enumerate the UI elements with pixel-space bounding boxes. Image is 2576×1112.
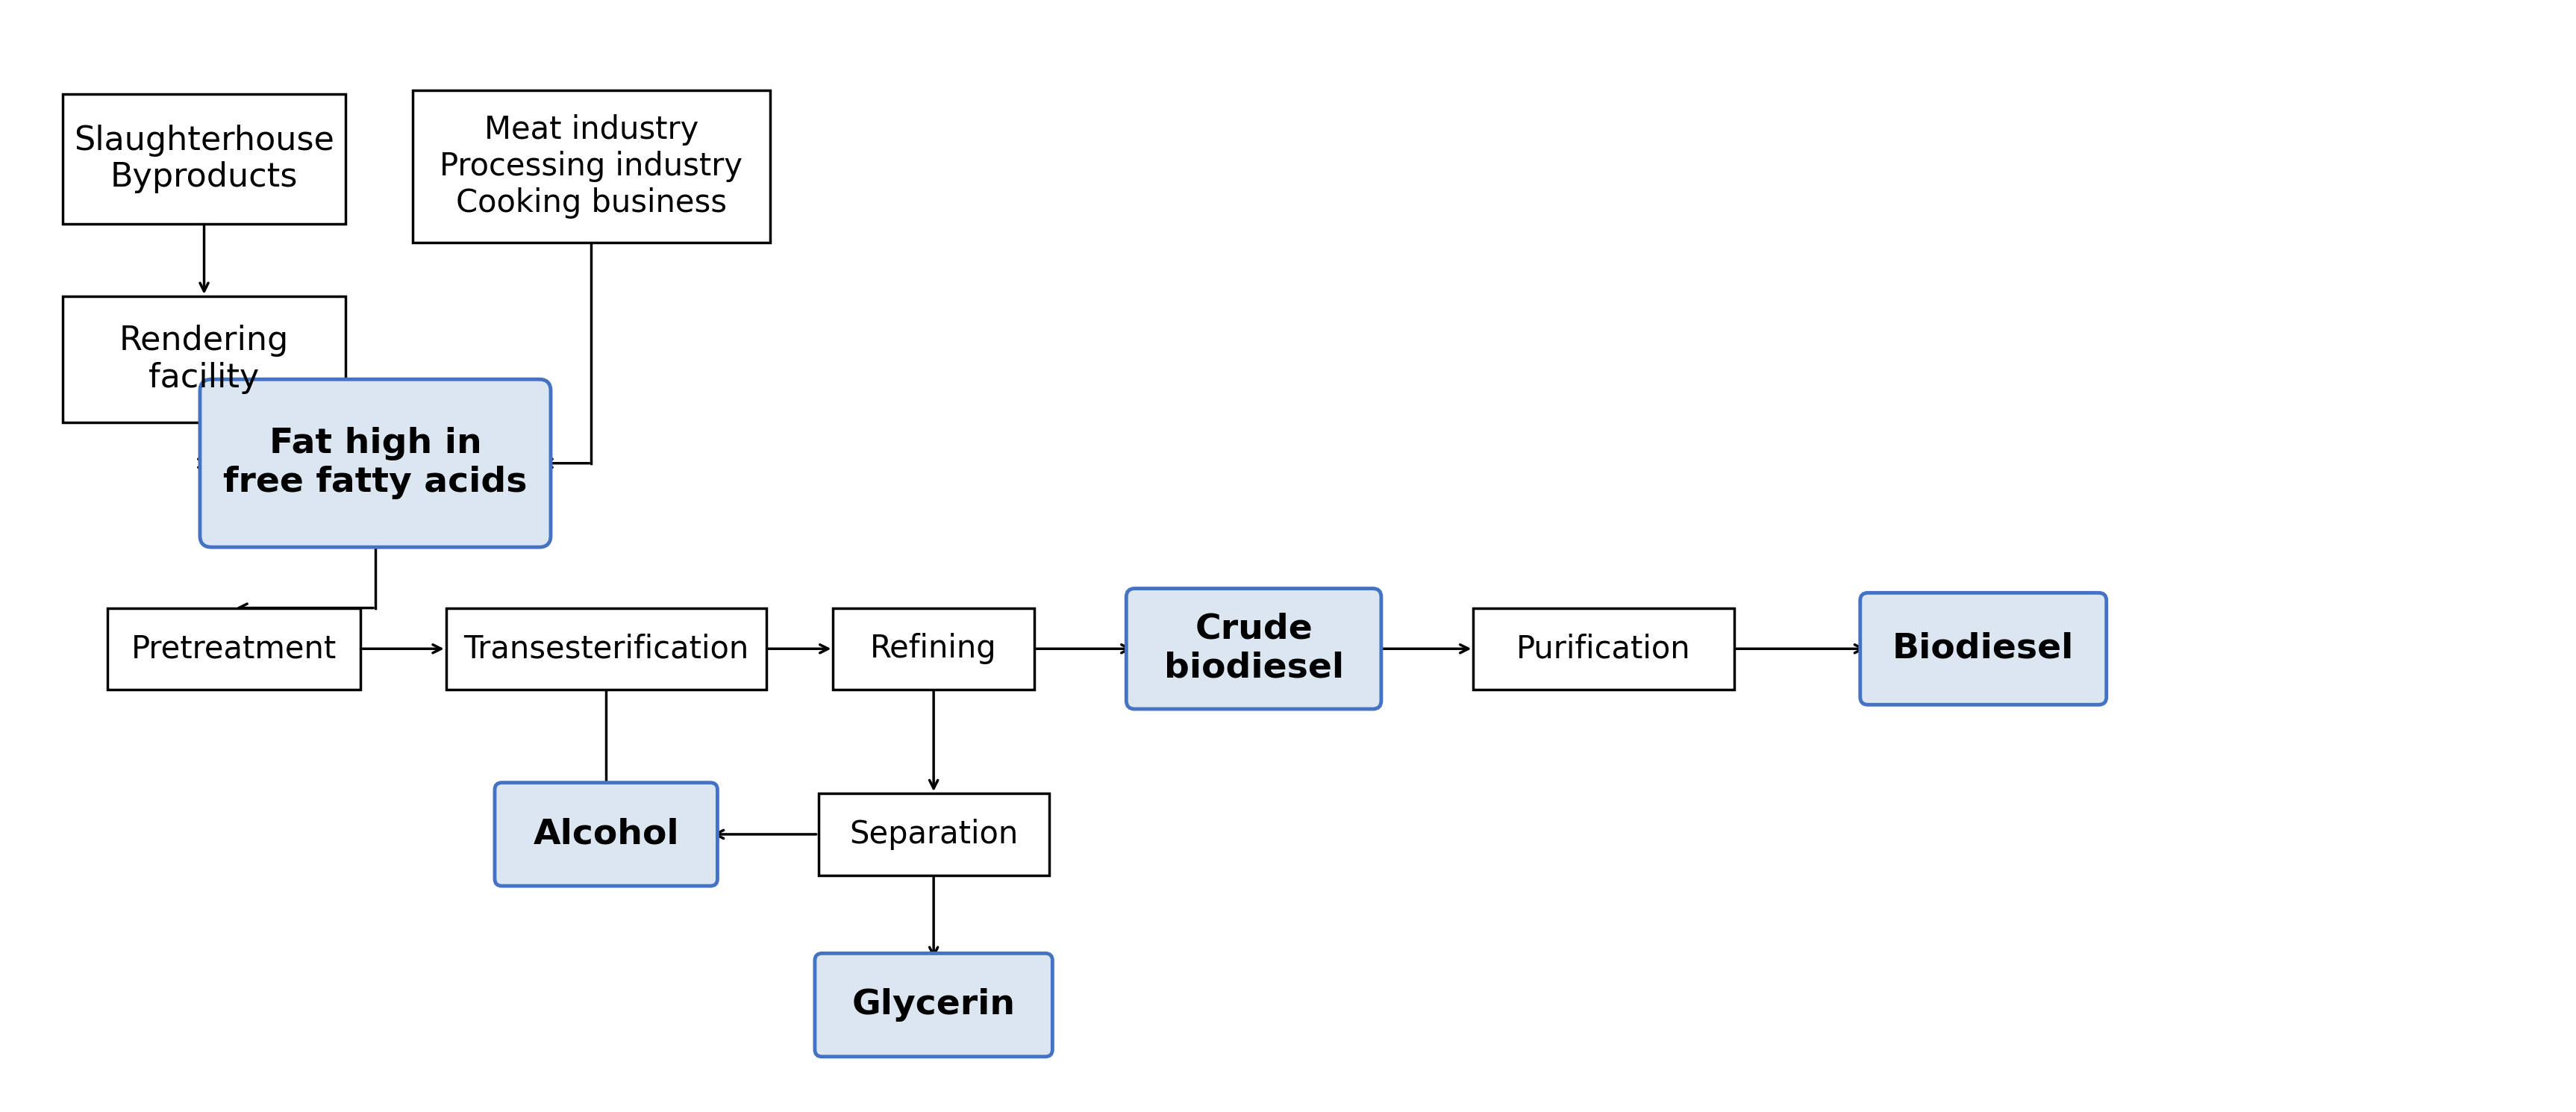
FancyBboxPatch shape [446, 608, 765, 689]
FancyBboxPatch shape [814, 953, 1054, 1056]
FancyBboxPatch shape [495, 783, 719, 886]
Text: Purification: Purification [1517, 633, 1690, 665]
FancyBboxPatch shape [1126, 588, 1381, 709]
Text: Separation: Separation [850, 818, 1018, 850]
Text: Meat industry
Processing industry
Cooking business: Meat industry Processing industry Cookin… [440, 115, 742, 218]
Text: Alcohol: Alcohol [533, 817, 680, 851]
Text: Biodiesel: Biodiesel [1893, 632, 2074, 666]
FancyBboxPatch shape [832, 608, 1033, 689]
FancyBboxPatch shape [819, 794, 1048, 875]
FancyBboxPatch shape [412, 90, 770, 242]
FancyBboxPatch shape [108, 608, 361, 689]
Text: Transesterification: Transesterification [464, 633, 750, 665]
Text: Glycerin: Glycerin [853, 989, 1015, 1022]
FancyBboxPatch shape [62, 95, 345, 224]
Text: Rendering
facility: Rendering facility [118, 325, 289, 394]
FancyBboxPatch shape [62, 296, 345, 423]
Text: Crude
biodiesel: Crude biodiesel [1164, 613, 1345, 685]
FancyBboxPatch shape [201, 379, 551, 547]
Text: Fat high in
free fatty acids: Fat high in free fatty acids [224, 427, 528, 499]
Text: Pretreatment: Pretreatment [131, 633, 337, 665]
Text: Slaughterhouse
Byproducts: Slaughterhouse Byproducts [75, 125, 335, 193]
FancyBboxPatch shape [1473, 608, 1734, 689]
FancyBboxPatch shape [1860, 593, 2107, 705]
Text: Refining: Refining [871, 633, 997, 665]
